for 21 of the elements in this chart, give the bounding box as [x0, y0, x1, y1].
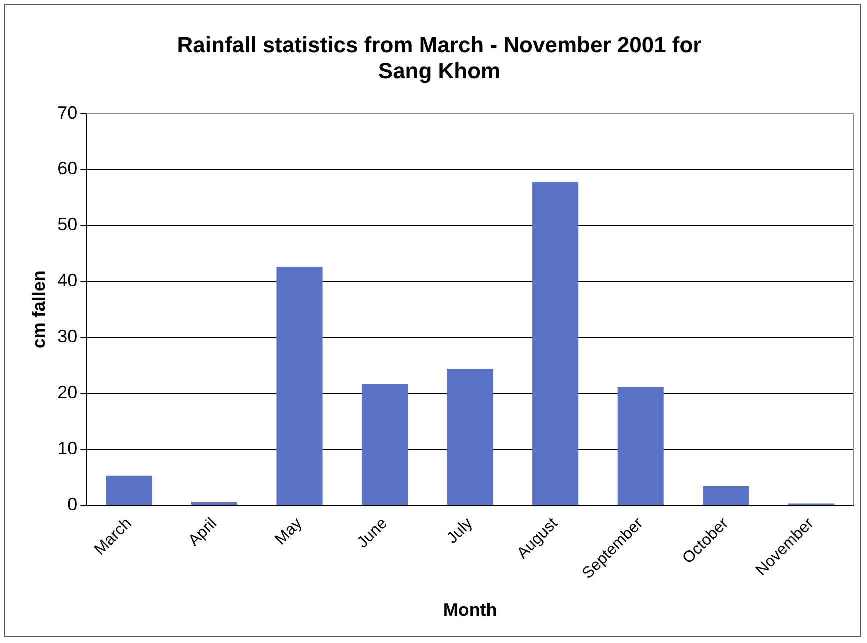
y-tick-label: 40	[58, 270, 78, 291]
x-axis-title: Month	[443, 600, 498, 620]
bar	[532, 182, 579, 505]
y-tick-label: 70	[58, 102, 78, 123]
y-tick-label: 60	[58, 158, 78, 179]
y-axis-title: cm fallen	[28, 270, 49, 349]
bar	[276, 267, 323, 505]
y-tick-label: 0	[68, 494, 78, 514]
bar	[106, 476, 152, 505]
x-tick-label: July	[444, 515, 476, 548]
y-tick-label: 10	[58, 438, 78, 458]
chart-title: Rainfall statistics from March - November 2001 for Sang Khom	[177, 32, 702, 84]
y-tick-label: 50	[58, 214, 78, 235]
bar	[362, 384, 408, 505]
bar	[447, 368, 494, 505]
bar	[618, 387, 664, 505]
bar	[191, 502, 238, 505]
bar	[703, 486, 750, 505]
y-tick-label: 30	[58, 326, 78, 347]
x-tick-label: May	[272, 515, 306, 549]
y-tick-label: 20	[58, 382, 78, 403]
